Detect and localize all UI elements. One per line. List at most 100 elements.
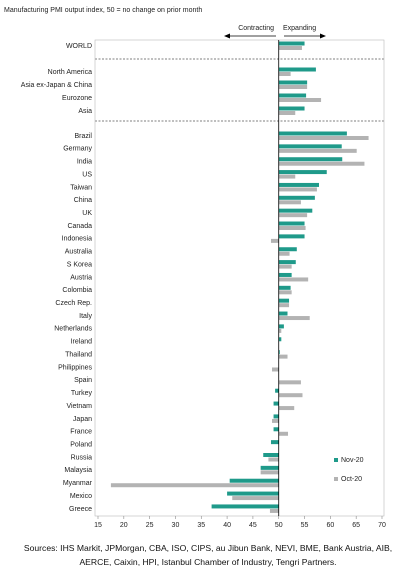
bar [270,238,279,243]
category-label: Czech Rep. [55,300,92,307]
category-label: Eurozone [62,95,92,102]
bar [278,251,290,256]
x-tick-label: 70 [378,522,386,529]
bar [278,328,282,333]
source-note: Sources: IHS Markit, JPMorgan, CBA, ISO,… [23,543,393,567]
chart: Manufacturing PMI output index, 50 = no … [4,7,386,529]
bar [269,508,279,513]
annotation-left: Contracting [238,25,274,32]
category-label: Canada [67,223,92,230]
bar [278,337,282,342]
bar [278,260,296,265]
bar [275,388,279,393]
bar [278,157,343,162]
bar [278,106,305,111]
category-label: Greece [69,506,92,513]
bar [278,98,322,102]
category-label: Colombia [62,287,92,294]
bar [278,182,320,187]
bar [260,465,279,470]
category-label: US [82,171,92,178]
legend-label: Oct-20 [341,476,362,483]
category-label: Netherlands [54,326,92,333]
category-label: Philippines [58,364,92,371]
bar [232,496,279,501]
bar [278,277,309,282]
bar [278,354,288,359]
category-label: North America [48,69,92,76]
category-label: China [74,197,92,204]
x-tick-label: 45 [249,522,257,529]
category-label: France [70,429,92,436]
bar [278,290,292,295]
category-label: Vietnam [66,403,92,410]
bar [278,247,297,252]
category-label: Malaysia [64,467,92,474]
category-label: Australia [65,249,92,256]
legend-swatch [334,477,338,481]
bar [273,427,279,432]
bar [270,440,279,445]
bar [211,504,279,509]
category-label: Taiwan [70,184,92,191]
category-label: Ireland [71,339,93,346]
bar [229,478,279,483]
x-tick-label: 35 [197,522,205,529]
bar [278,350,280,355]
bar [278,272,292,277]
bar [278,208,313,213]
category-label: Japan [73,416,92,423]
bar [278,131,347,136]
bar [278,234,305,239]
bar [278,324,284,329]
legend-label: Nov-20 [341,457,364,464]
category-label: Asia [78,108,92,115]
x-tick-label: 25 [146,522,154,529]
bar [278,111,296,115]
bar [278,93,307,98]
bar [227,491,279,496]
bar [278,316,310,321]
category-label: Asia ex-Japan & China [21,82,92,89]
bar [278,298,290,303]
category-label: S Korea [67,261,92,268]
x-tick-label: 50 [275,522,283,529]
arrow-left-head [224,33,230,39]
category-label: Germany [63,146,92,153]
bar [278,393,303,398]
x-tick-label: 40 [223,522,231,529]
category-label: Russia [71,454,93,461]
bar [110,483,279,488]
bar [278,380,301,385]
bar [278,213,308,218]
bar [278,80,308,85]
bar [278,226,306,231]
annotation-right: Expanding [283,25,316,32]
bar [278,303,290,308]
bar [278,136,369,140]
bar [272,367,279,372]
bar [278,46,302,50]
bar [278,200,301,205]
category-label: Indonesia [62,236,92,243]
x-tick-label: 65 [352,522,360,529]
bar [278,311,288,316]
arrow-right-head [320,33,326,39]
category-label: Poland [70,441,92,448]
category-label: India [77,159,92,166]
bar [278,285,291,290]
category-label: Spain [74,377,92,384]
category-label: UK [82,210,92,217]
category-label: Thailand [65,351,92,358]
bar [278,72,291,76]
chart-title: Manufacturing PMI output index, 50 = no … [4,7,202,14]
bar [268,457,279,462]
bar [278,195,315,200]
x-tick-label: 20 [120,522,128,529]
category-label: Italy [79,313,92,320]
bar [273,414,279,419]
bar [278,406,295,411]
bar [278,431,289,436]
bar [263,453,279,457]
bar [278,144,342,149]
